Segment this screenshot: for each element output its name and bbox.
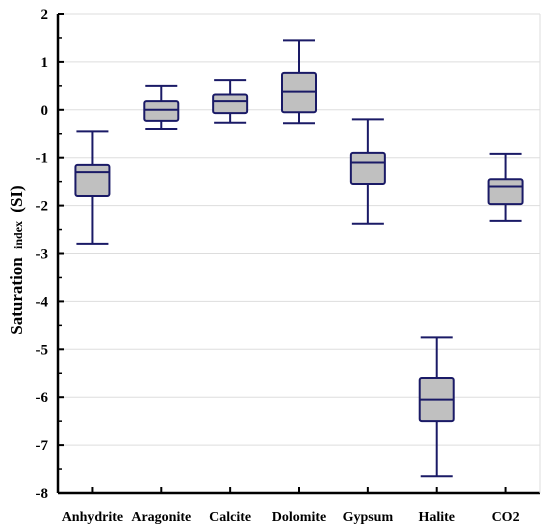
box-iqr	[212, 93, 249, 115]
y-tick-label: -7	[36, 438, 49, 454]
x-tick-label: Gypsum	[343, 510, 394, 525]
box-iqr	[74, 163, 111, 198]
y-tick-label: -2	[36, 199, 49, 215]
box-halite	[418, 336, 455, 478]
y-tick-label: 0	[41, 103, 49, 119]
x-tick-label: Aragonite	[131, 510, 191, 525]
y-tick-labels: 2 1 0 -1 -2 -3 -4 -5 -6 -7 -8	[36, 7, 64, 502]
y-tick-label: 1	[41, 55, 49, 71]
y-tick-label: -6	[36, 390, 49, 406]
box-iqr	[143, 100, 180, 122]
y-tick-label: -3	[36, 247, 49, 263]
y-axis-label-main: Saturation	[7, 257, 26, 335]
box-calcite	[212, 79, 249, 124]
x-tick-labels: Anhydrite Aragonite Calcite Dolomite Gypsum H…	[62, 487, 520, 525]
x-tick-label: CO2	[492, 510, 520, 525]
y-tick-label: -5	[36, 342, 49, 358]
y-axis-label-sub: index	[11, 221, 25, 249]
box-series	[74, 39, 524, 478]
box-gypsum	[349, 118, 386, 225]
box-aragonite	[143, 84, 180, 130]
y-tick-label: 2	[41, 7, 49, 23]
box-dolomite	[281, 39, 317, 125]
grid-lines	[58, 61, 540, 446]
x-tick-label: Calcite	[209, 510, 251, 525]
y-tick-label: -1	[36, 151, 49, 167]
box-iqr	[349, 151, 386, 186]
y-axis-label: Saturation index (SI)	[7, 185, 26, 334]
y-tick-label: -4	[36, 294, 49, 310]
x-tick-label: Halite	[418, 510, 455, 525]
y-tick-label: -8	[36, 486, 49, 502]
box-co2	[487, 152, 524, 222]
box-anhydrite	[74, 130, 111, 245]
y-axis-label-tail: (SI)	[7, 185, 26, 212]
box-iqr	[487, 178, 524, 206]
x-tick-label: Dolomite	[272, 510, 326, 525]
x-tick-label: Anhydrite	[62, 510, 123, 525]
